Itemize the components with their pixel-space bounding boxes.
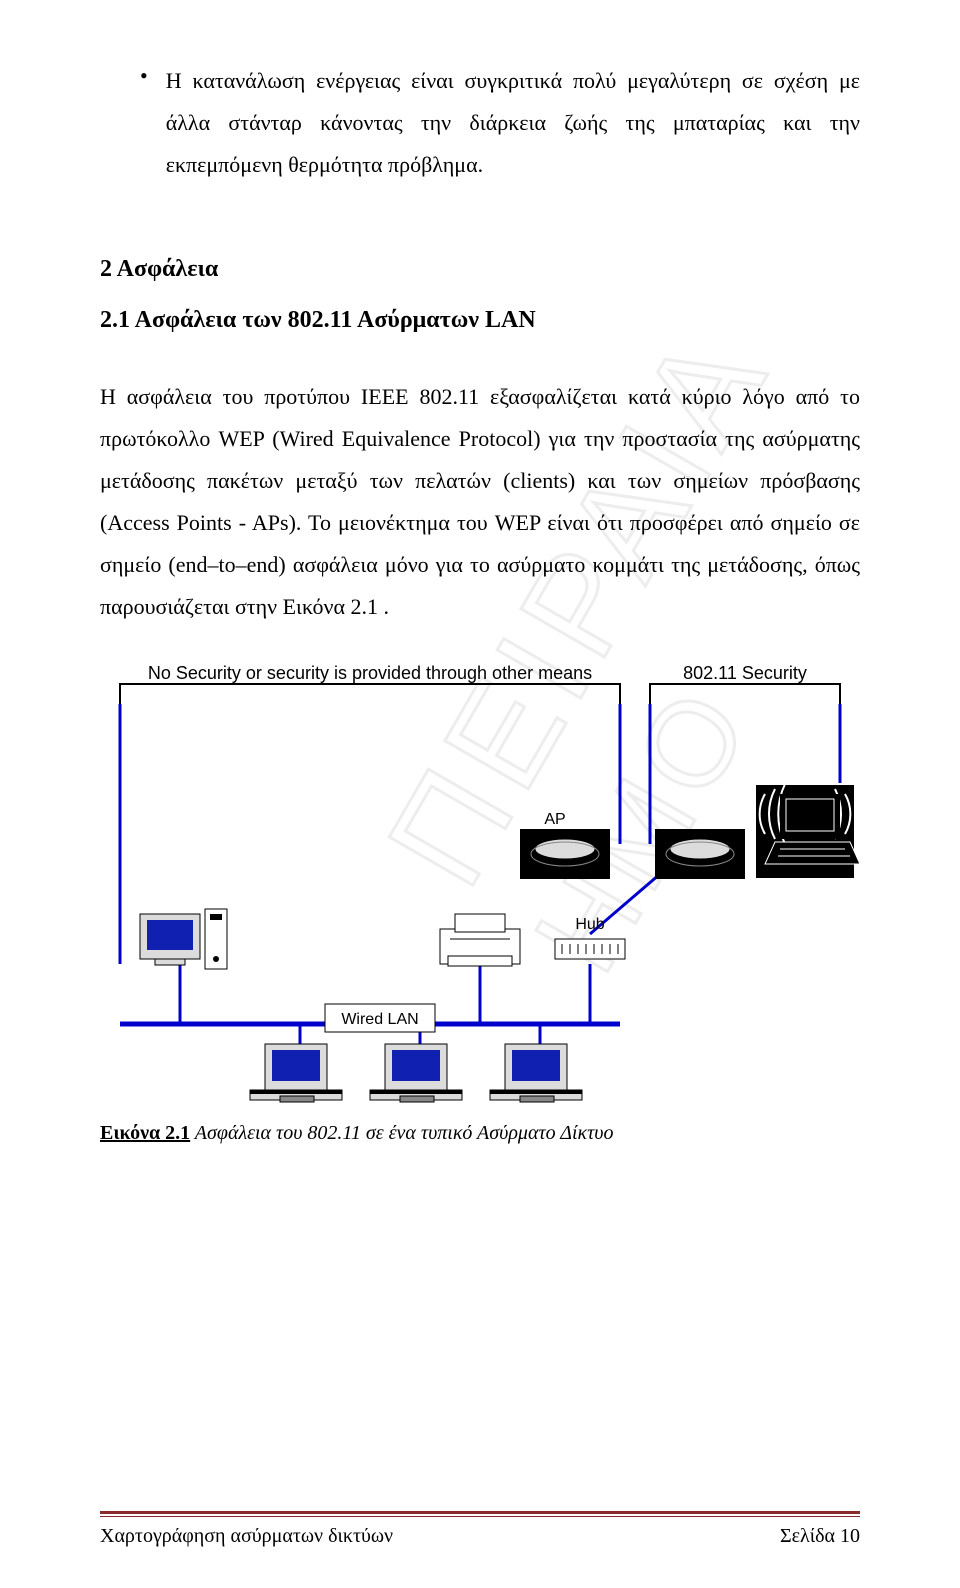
workstation-icon bbox=[370, 1044, 462, 1102]
figure-caption: Εικόνα 2.1 Ασφάλεια του 802.11 σε ένα τυ… bbox=[100, 1122, 860, 1145]
bullet-text: Η κατανάλωση ενέργειας είναι συγκριτικά … bbox=[166, 60, 860, 186]
label-hub: Hub bbox=[575, 916, 604, 933]
bullet-marker: • bbox=[140, 60, 148, 92]
caption-text: Ασφάλεια του 802.11 σε ένα τυπικό Ασύρμα… bbox=[190, 1122, 613, 1144]
label-no-security: No Security or security is provided thro… bbox=[148, 664, 592, 683]
network-diagram: No Security or security is provided thro… bbox=[100, 664, 860, 1104]
page-footer: Χαρτογράφηση ασύρματων δικτύων Σελίδα 10 bbox=[100, 1511, 860, 1548]
workstation-icon bbox=[140, 909, 227, 969]
printer-icon bbox=[440, 914, 520, 966]
label-ap: AP bbox=[544, 811, 565, 828]
access-point-icon bbox=[520, 829, 610, 879]
figure: No Security or security is provided thro… bbox=[100, 664, 860, 1145]
heading-level-1: 2 Ασφάλεια bbox=[100, 256, 860, 283]
workstation-icon bbox=[490, 1044, 582, 1102]
access-point-icon bbox=[655, 829, 745, 879]
footer-left: Χαρτογράφηση ασύρματων δικτύων bbox=[100, 1525, 393, 1548]
label-80211-security: 802.11 Security bbox=[683, 664, 807, 683]
heading-level-2: 2.1 Ασφάλεια των 802.11 Ασύρματων LAN bbox=[100, 307, 860, 334]
body-paragraph: Η ασφάλεια του προτύπου IEEE 802.11 εξασ… bbox=[100, 376, 860, 628]
bullet-item: • Η κατανάλωση ενέργειας είναι συγκριτικ… bbox=[140, 60, 860, 186]
footer-rule bbox=[100, 1511, 860, 1517]
workstation-icon bbox=[250, 1044, 342, 1102]
hub-icon bbox=[555, 939, 625, 959]
footer-right: Σελίδα 10 bbox=[780, 1525, 860, 1548]
label-wired-lan: Wired LAN bbox=[341, 1011, 418, 1028]
caption-label: Εικόνα 2.1 bbox=[100, 1122, 190, 1144]
